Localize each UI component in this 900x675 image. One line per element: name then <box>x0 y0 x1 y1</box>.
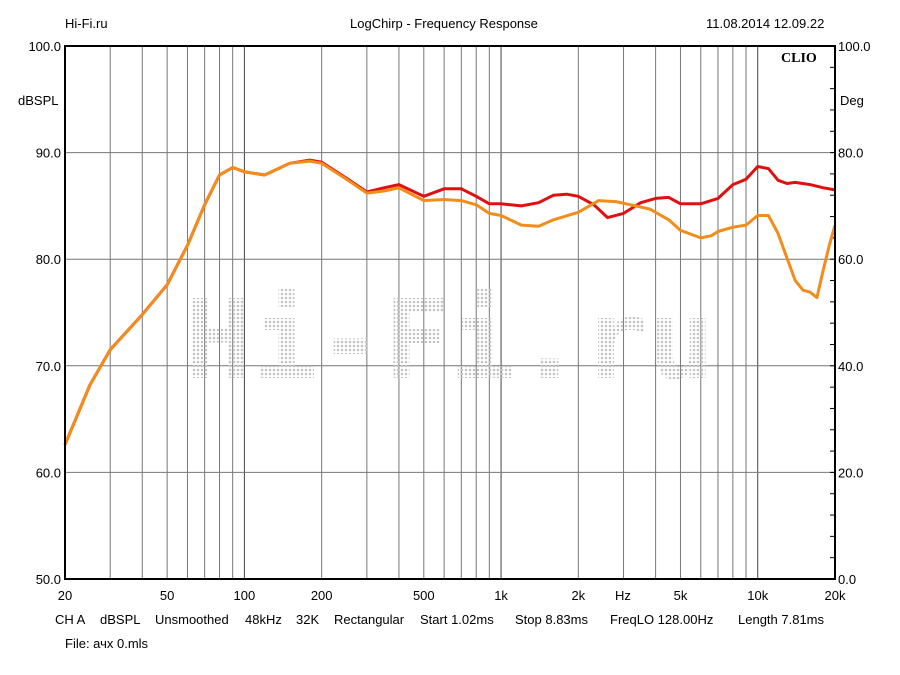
footer-param: CH A <box>55 612 86 627</box>
x-tick-label: 20 <box>58 588 72 603</box>
footer-param: 32K <box>296 612 320 627</box>
chart-title: LogChirp - Frequency Response <box>350 16 538 31</box>
y-tick-label: 70.0 <box>36 359 61 374</box>
y-tick-label: 60.0 <box>36 465 61 480</box>
watermark: Hi-Fi.ru <box>185 276 715 404</box>
x-tick-label: 50 <box>160 588 174 603</box>
y-axis-label: dBSPL <box>18 93 59 108</box>
plot-frame <box>64 45 836 580</box>
footer-param: Start 1.02ms <box>420 612 494 627</box>
y2-tick-label: 80.0 <box>838 146 863 161</box>
x-tick-label: 5k <box>674 588 688 603</box>
header-site: Hi-Fi.ru <box>65 16 108 31</box>
file-name: File: ачх 0.mls <box>65 636 149 651</box>
x-tick-label: 20k <box>825 588 846 603</box>
y2-tick-label: 0.0 <box>838 572 856 587</box>
y2-tick-label: 100.0 <box>838 39 871 54</box>
footer-param: 48kHz <box>245 612 282 627</box>
y2-axis-label: Deg <box>840 93 864 108</box>
y-tick-label: 100.0 <box>28 39 61 54</box>
y2-tick-label: 40.0 <box>838 359 863 374</box>
footer-param: FreqLO 128.00Hz <box>610 612 714 627</box>
footer-param: Length 7.81ms <box>738 612 825 627</box>
clio-logo: CLIO <box>781 51 817 66</box>
series-line-orange <box>63 159 837 446</box>
footer-param: Stop 8.83ms <box>515 612 588 627</box>
y2-tick-label: 60.0 <box>838 252 863 267</box>
y-tick-label: 50.0 <box>36 572 61 587</box>
x-tick-label: 500 <box>413 588 435 603</box>
x-tick-label: 2k <box>571 588 585 603</box>
x-axis-label: Hz <box>615 588 631 603</box>
footer-param: Unsmoothed <box>155 612 229 627</box>
x-tick-label: 1k <box>494 588 508 603</box>
footer-param: dBSPL <box>100 612 141 627</box>
x-tick-label: 100 <box>234 588 256 603</box>
y-tick-label: 90.0 <box>36 146 61 161</box>
header-datetime: 11.08.2014 12.09.22 <box>706 16 825 31</box>
footer-param: Rectangular <box>334 612 405 627</box>
y2-tick-label: 20.0 <box>838 465 863 480</box>
y-tick-label: 80.0 <box>36 252 61 267</box>
x-tick-label: 10k <box>747 588 768 603</box>
x-tick-label: 200 <box>311 588 333 603</box>
